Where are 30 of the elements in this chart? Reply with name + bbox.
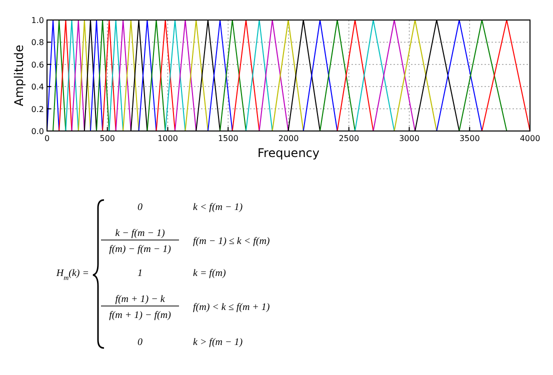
text: H$_{m}$(k) = [55, 268, 89, 282]
y-tick-label: 0.4 [31, 82, 44, 92]
x-tick-label: 3500 [459, 134, 480, 143]
y-tick-label: 0.2 [31, 104, 44, 114]
text: f(m − 1) ≤ k < f(m) [193, 236, 270, 247]
text: k > f(m − 1) [193, 337, 244, 348]
x-tick-label: 1500 [218, 134, 238, 143]
x-tick-label: 2000 [278, 134, 299, 143]
text: f(m) < k ≤ f(m + 1) [193, 302, 270, 313]
y-tick-label: 0.6 [31, 60, 44, 70]
text: f(m + 1) − f(m) [109, 310, 172, 321]
y-tick-label: 1.0 [31, 16, 44, 25]
y-tick-label: 0.8 [31, 38, 44, 48]
x-tick-label: 2500 [338, 134, 360, 143]
x-tick-label: 500 [100, 134, 116, 143]
x-tick-label: 3000 [399, 134, 420, 143]
x-tick-label: 1000 [158, 134, 178, 143]
text: f(m) − f(m − 1) [109, 244, 172, 255]
text: 0 [138, 202, 142, 213]
text: k = f(m) [193, 268, 227, 279]
text: 0 [138, 337, 142, 348]
text: k < f(m − 1) [193, 202, 244, 213]
text: 1 [138, 268, 142, 279]
text: k − f(m − 1) [115, 228, 166, 239]
text: f(m + 1) − k [115, 294, 166, 305]
y-tick-label: 0.0 [31, 127, 44, 136]
x-tick-label: 0 [44, 134, 50, 143]
y-axis-title: Amplitude [12, 44, 26, 106]
x-axis-title: Frequency [258, 146, 320, 160]
x-tick-label: 4000 [520, 134, 540, 143]
